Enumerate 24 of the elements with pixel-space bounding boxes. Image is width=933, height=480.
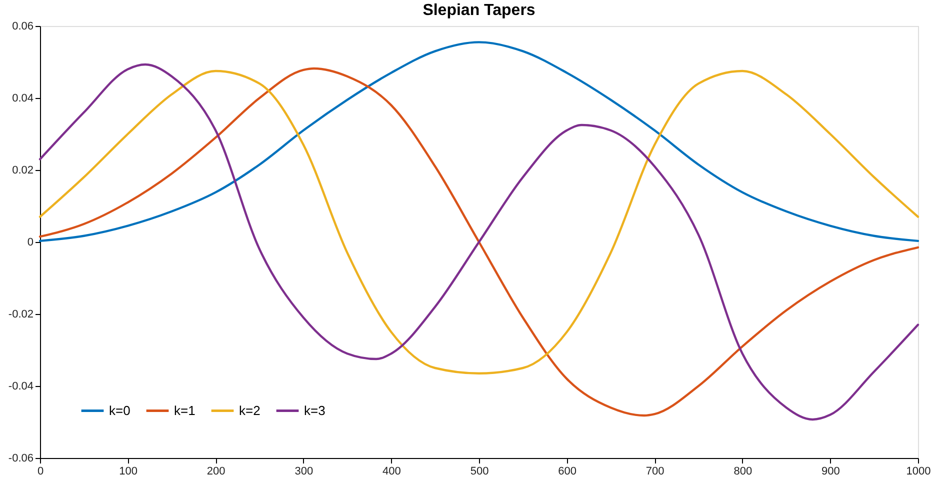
y-tick-label: 0 xyxy=(27,236,34,248)
line-series xyxy=(38,41,920,242)
y-tick-label: -0.04 xyxy=(8,380,34,392)
legend-label: k=0 xyxy=(109,402,130,418)
y-tick-label: -0.02 xyxy=(8,308,34,320)
y-tick-label: 0.04 xyxy=(12,92,34,104)
chart-title: Slepian Tapers xyxy=(422,2,536,19)
x-tick-label: 700 xyxy=(646,466,664,478)
legend-label: k=1 xyxy=(174,402,196,418)
y-tick-label: 0.02 xyxy=(12,164,34,176)
x-tick-label: 0 xyxy=(37,466,44,478)
x-tick-label: 600 xyxy=(558,466,576,478)
x-tick-label: 800 xyxy=(734,466,752,478)
x-tick-label: 500 xyxy=(470,466,489,478)
x-tick-label: 1000 xyxy=(906,466,931,478)
y-tick-label: 0.06 xyxy=(12,20,34,32)
y-tick-label: -0.06 xyxy=(8,452,34,464)
x-tick-label: 100 xyxy=(119,466,138,478)
legend-label: k=2 xyxy=(239,402,260,418)
x-tick-label: 300 xyxy=(294,466,314,478)
legend-label: k=3 xyxy=(304,402,326,418)
x-tick-label: 400 xyxy=(382,466,401,478)
x-tick-label: 900 xyxy=(822,466,840,478)
x-tick-label: 200 xyxy=(206,466,226,478)
